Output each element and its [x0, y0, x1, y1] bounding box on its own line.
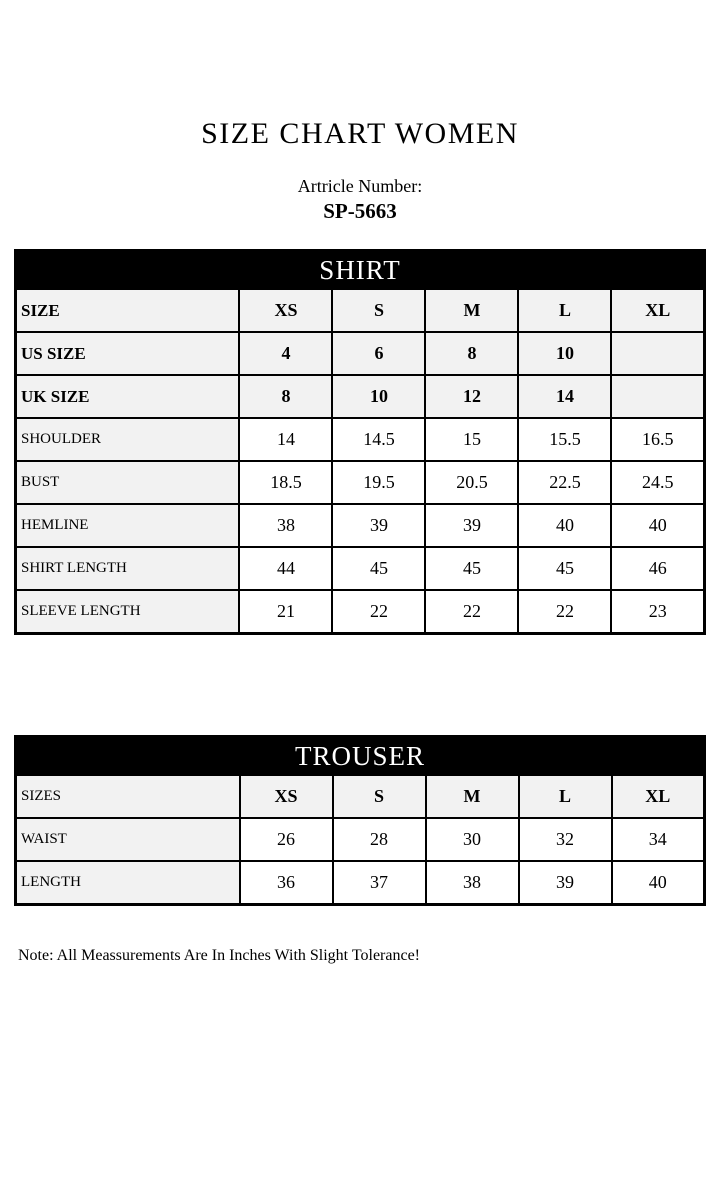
cell-value: 23	[610, 589, 706, 635]
cell-value: L	[517, 288, 613, 333]
cell-value: 40	[517, 503, 613, 548]
table-row: US SIZE 4 6 8 10	[14, 331, 706, 376]
row-label: BUST	[14, 460, 241, 505]
cell-value: 39	[517, 860, 613, 906]
cell-value: 14.5	[331, 417, 427, 462]
cell-value: 22	[331, 589, 427, 635]
row-label: SHOULDER	[14, 417, 241, 462]
cell-value: M	[424, 288, 520, 333]
cell-value: 34	[610, 817, 706, 862]
cell-value	[610, 374, 706, 419]
shirt-table-title: SHIRT	[14, 249, 706, 290]
trouser-table-title: TROUSER	[14, 735, 706, 776]
row-label: SIZES	[14, 774, 241, 819]
shirt-table-body: SIZE XS S M L XL US SIZE 4 6 8 10 UK SIZE 8 10 12 14 SHO…	[14, 288, 706, 635]
cell-value: 39	[331, 503, 427, 548]
cell-value: 10	[331, 374, 427, 419]
cell-value: 45	[424, 546, 520, 591]
table-row: SIZE XS S M L XL	[14, 288, 706, 333]
cell-value: 40	[610, 503, 706, 548]
cell-value: 28	[331, 817, 427, 862]
table-row: UK SIZE 8 10 12 14	[14, 374, 706, 419]
cell-value: 22	[517, 589, 613, 635]
table-row: SIZES XS S M L XL	[14, 774, 706, 819]
cell-value: 18.5	[238, 460, 334, 505]
cell-value: XL	[610, 774, 706, 819]
table-row: SHIRT LENGTH 44 45 45 45 46	[14, 546, 706, 591]
trouser-table-body: SIZES XS S M L XL WAIST 26 28 30 32 34 LENGTH 36 37 38 3…	[14, 774, 706, 906]
cell-value: 32	[517, 817, 613, 862]
trouser-table-title-row: TROUSER	[14, 735, 706, 776]
cell-value: S	[331, 288, 427, 333]
cell-value: 22.5	[517, 460, 613, 505]
cell-value: 46	[610, 546, 706, 591]
cell-value: 19.5	[331, 460, 427, 505]
cell-value: 21	[238, 589, 334, 635]
cell-value: 12	[424, 374, 520, 419]
table-row: BUST 18.5 19.5 20.5 22.5 24.5	[14, 460, 706, 505]
cell-value: 36	[238, 860, 334, 906]
cell-value: 10	[517, 331, 613, 376]
cell-value: 15.5	[517, 417, 613, 462]
cell-value: 37	[331, 860, 427, 906]
cell-value: XL	[610, 288, 706, 333]
row-label: UK SIZE	[14, 374, 241, 419]
cell-value: 45	[517, 546, 613, 591]
cell-value: 15	[424, 417, 520, 462]
cell-value: 30	[424, 817, 520, 862]
cell-value: 8	[238, 374, 334, 419]
shirt-table-title-row: SHIRT	[14, 249, 706, 290]
cell-value: 6	[331, 331, 427, 376]
row-label: WAIST	[14, 817, 241, 862]
cell-value: 38	[238, 503, 334, 548]
cell-value: 40	[610, 860, 706, 906]
cell-value: L	[517, 774, 613, 819]
cell-value: 8	[424, 331, 520, 376]
table-row: WAIST 26 28 30 32 34	[14, 817, 706, 862]
cell-value: 24.5	[610, 460, 706, 505]
cell-value: S	[331, 774, 427, 819]
cell-value: 44	[238, 546, 334, 591]
table-row: SLEEVE LENGTH 21 22 22 22 23	[14, 589, 706, 635]
cell-value: 38	[424, 860, 520, 906]
measurement-note: Note: All Meassurements Are In Inches Wi…	[18, 947, 420, 964]
table-row: SHOULDER 14 14.5 15 15.5 16.5	[14, 417, 706, 462]
cell-value: M	[424, 774, 520, 819]
row-label: SLEEVE LENGTH	[14, 589, 241, 635]
size-chart-page: SIZE CHART WOMEN Artricle Number: SP-566…	[0, 116, 720, 965]
cell-value: 26	[238, 817, 334, 862]
cell-value: 20.5	[424, 460, 520, 505]
cell-value: 16.5	[610, 417, 706, 462]
cell-value: 4	[238, 331, 334, 376]
table-row: LENGTH 36 37 38 39 40	[14, 860, 706, 906]
cell-value: 45	[331, 546, 427, 591]
cell-value: XS	[238, 288, 334, 333]
trouser-size-table: TROUSER SIZES XS S M L XL WAIST 26 28 30 32 34 LENGT…	[14, 735, 706, 906]
table-row: HEMLINE 38 39 39 40 40	[14, 503, 706, 548]
cell-value: 22	[424, 589, 520, 635]
row-label: LENGTH	[14, 860, 241, 906]
article-number-label: Artricle Number:	[297, 176, 423, 196]
row-label: US SIZE	[14, 331, 241, 376]
row-label: SIZE	[14, 288, 241, 333]
cell-value: 14	[238, 417, 334, 462]
cell-value: 14	[517, 374, 613, 419]
row-label: HEMLINE	[14, 503, 241, 548]
cell-value: XS	[238, 774, 334, 819]
row-label: SHIRT LENGTH	[14, 546, 241, 591]
cell-value	[610, 331, 706, 376]
cell-value: 39	[424, 503, 520, 548]
article-number-value: SP-5663	[323, 199, 397, 223]
page-title: SIZE CHART WOMEN	[201, 117, 519, 150]
shirt-size-table: SHIRT SIZE XS S M L XL US SIZE 4 6 8 10 UK SIZE 8 10 1…	[13, 249, 706, 635]
